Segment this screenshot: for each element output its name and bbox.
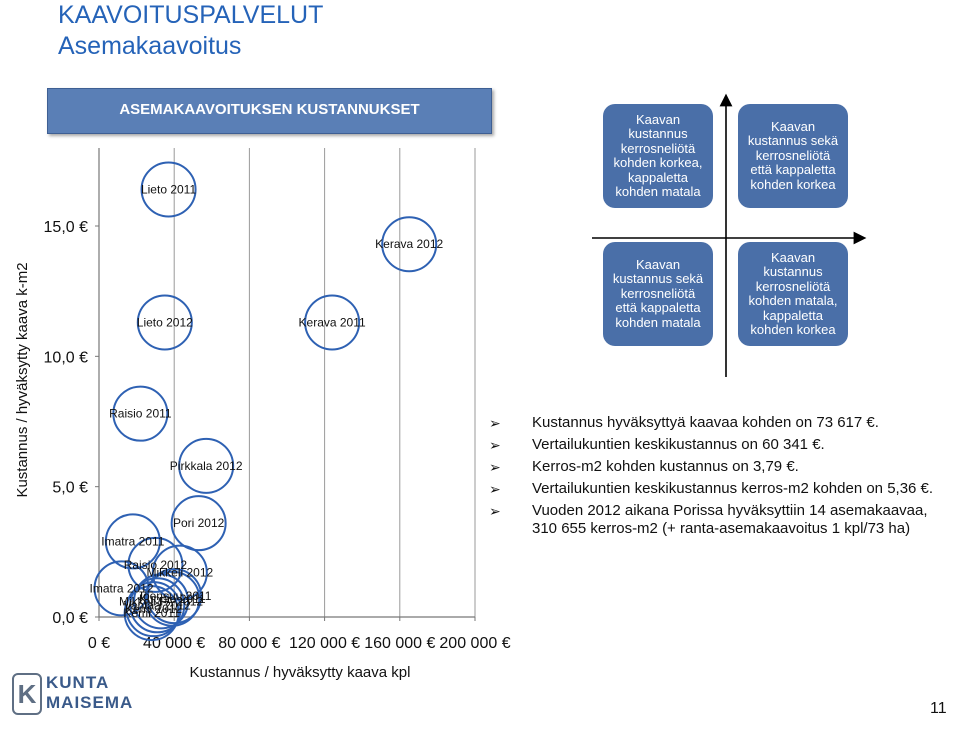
bullet-item: ➢ Kerros-m2 kohden kustannus on 3,79 €. [489,458,799,475]
quadrant-bottom-right: Kaavan kustannus kerrosneliötä kohden ma… [738,242,848,346]
quadrant-top-left: Kaavan kustannus kerrosneliötä kohden ko… [603,104,713,208]
data-point-label: Kemi 2011 [123,606,180,620]
data-point [127,536,184,593]
y-tick-label: 0,0 € [52,610,88,627]
data-point [112,385,169,442]
data-point [133,573,190,630]
x-tick-label: 0 € [88,635,110,652]
bullet-item: ➢ Vertailukuntien keskikustannus on 60 34… [489,436,825,453]
bullet-arrow-icon: ➢ [489,481,501,497]
data-point-label: Raisio 2012 [124,558,188,572]
bullet-arrow-icon: ➢ [489,415,501,431]
summary-bullets: ➢ Kustannus hyväksyttyä kaavaa kohden on … [485,414,945,542]
data-point-label: Pirkkala 2012 [170,459,243,473]
data-point [123,585,180,642]
x-tick-label: 120 000 € [289,635,360,652]
x-tick-label: 200 000 € [439,635,510,652]
page-number: 11 [930,700,947,717]
logo-text-line1: KUNTA [46,673,110,692]
data-point-label: Kerava 2011 [299,315,366,329]
data-point-label: Lieto 2012 [137,315,193,329]
kuntamaisema-logo: K KUNTA MAISEMA [12,669,132,721]
data-point [381,216,438,273]
quadrant-axes [592,93,867,377]
data-point [125,581,182,638]
quadrant-top-right: Kaavan kustannus sekä kerrosneliötä että… [738,104,848,208]
data-point-label: Mikkeli 2012 [146,566,213,580]
data-point [304,294,361,351]
logo-mark-icon: K [12,673,42,715]
y-tick-label: 10,0 € [44,349,89,366]
bullet-arrow-icon: ➢ [489,503,501,519]
data-point [146,568,203,625]
bullet-arrow-icon: ➢ [489,437,501,453]
data-point [104,513,161,570]
data-point-label: Mikkeli FA 2012 [119,594,203,608]
data-point-label: Pori 2012 [173,516,225,530]
slide-title-line1: KAAVOITUSPALVELUT [58,1,324,29]
y-tick-label: 15,0 € [44,219,89,236]
x-tick-label: 40 000 € [143,635,205,652]
data-point [136,294,193,351]
data-point [140,161,197,218]
data-point-label: Kerava 2012 [375,237,443,251]
data-point-label: Imatra 2011 [101,534,164,548]
x-axis-label: Kustannus / hyväksytty kaava kpl [190,664,411,681]
data-point-label: Kuopio 2011 [139,592,206,606]
data-point [170,495,227,552]
data-point-label: Lieto 2011 [141,183,196,197]
bullet-item: ➢ Vuoden 2012 aikana Porissa hyväksyttiin… [489,502,928,537]
data-point-label: Kemi 2012 [125,602,183,616]
bullet-item: ➢ Vertailukuntien keskikustannus kerros-m… [489,480,934,497]
logo-text-line2: MAISEMA [46,693,134,712]
data-point [178,437,235,494]
slide-title-line2: Asemakaavoitus [58,32,242,60]
data-point-label: Imatra 2012 [90,581,154,595]
x-tick-label: 160 000 € [364,635,435,652]
quadrant-bottom-left: Kaavan kustannus sekä kerrosneliötä että… [603,242,713,346]
data-point-label: Raisio 2011 [109,407,172,421]
slide-title: KAAVOITUSPALVELUT Asemakaavoitus [58,0,323,62]
data-point-label: Vantaa 2012 [124,598,191,612]
chart-title-box: ASEMAKAAVOITUKSEN KUSTANNUKSET [47,88,492,134]
bullet-arrow-icon: ➢ [489,459,501,475]
x-tick-label: 80 000 € [218,635,280,652]
bullet-item: ➢ Kustannus hyväksyttyä kaavaa kohden on … [489,414,879,431]
y-axis-label: Kustannus / hyväksytty kaava k-m2 [14,262,31,497]
y-tick-label: 5,0 € [52,480,88,497]
data-point [129,577,186,634]
chart-title: ASEMAKAAVOITUKSEN KUSTANNUKSET [119,101,420,118]
data-point-label: Joensuu 2011 [137,589,212,603]
